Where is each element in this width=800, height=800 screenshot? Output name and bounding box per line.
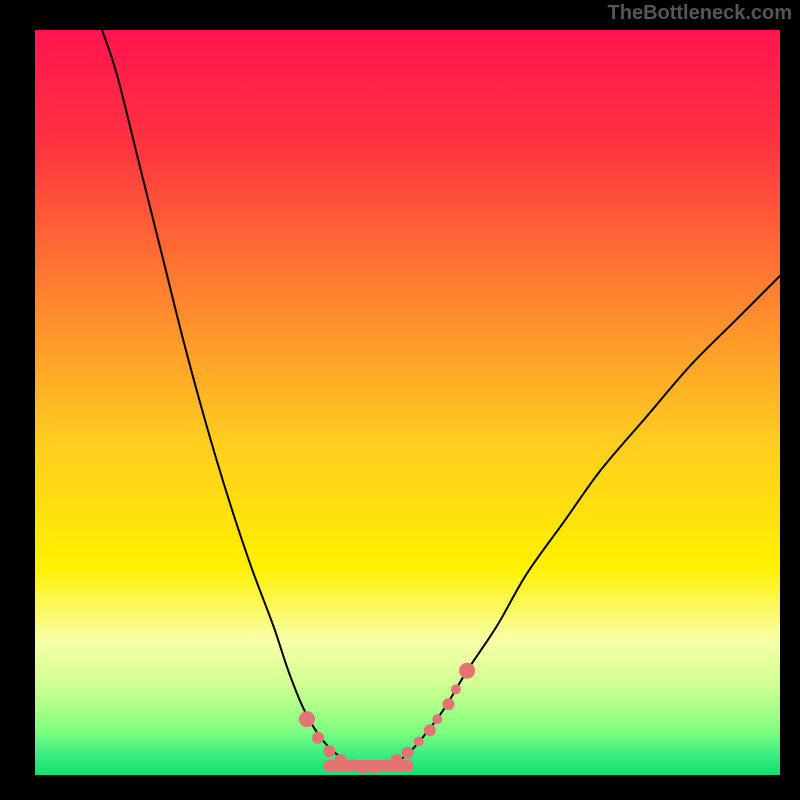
marker-dot — [312, 732, 324, 744]
marker-dot — [414, 736, 424, 746]
marker-dot — [357, 762, 369, 774]
marker-dot — [299, 711, 315, 727]
bottleneck-curve-chart — [35, 30, 780, 775]
marker-dot — [379, 759, 391, 771]
optimal-zone-markers — [299, 663, 475, 774]
marker-dot — [390, 754, 402, 766]
marker-dot — [424, 724, 436, 736]
marker-dot — [432, 714, 442, 724]
marker-dot — [451, 684, 461, 694]
marker-dot — [459, 663, 475, 679]
watermark-text: TheBottleneck.com — [608, 2, 792, 25]
marker-dot — [442, 698, 454, 710]
marker-dot — [368, 762, 380, 774]
bottleneck-curve-line — [102, 30, 780, 769]
marker-dot — [323, 745, 335, 757]
marker-dot — [334, 754, 346, 766]
marker-dot — [402, 747, 414, 759]
marker-dot — [346, 759, 358, 771]
